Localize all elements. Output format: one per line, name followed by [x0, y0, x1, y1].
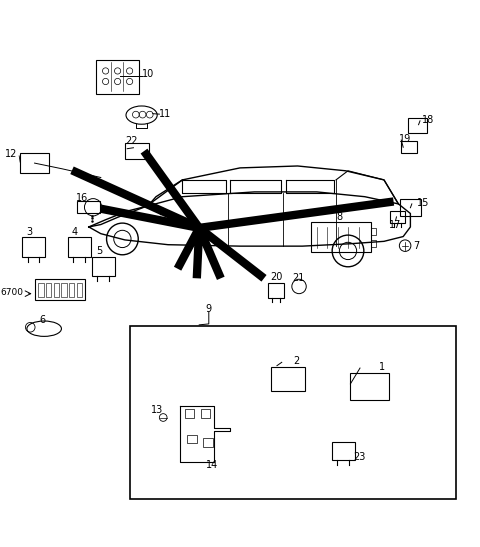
Bar [408, 118, 427, 133]
Bar [371, 228, 376, 235]
Bar [20, 153, 49, 173]
Bar [187, 435, 197, 444]
Bar [350, 373, 389, 399]
Text: 9: 9 [205, 305, 212, 315]
Text: 14: 14 [206, 461, 219, 470]
Bar [22, 237, 45, 257]
Text: 16: 16 [76, 193, 88, 202]
Bar [130, 327, 456, 499]
Bar [54, 283, 59, 296]
Text: 20: 20 [270, 272, 283, 282]
Text: 1: 1 [379, 362, 385, 372]
Bar [35, 279, 85, 300]
Text: 8: 8 [336, 212, 342, 222]
Bar [268, 283, 284, 298]
Bar [401, 141, 417, 153]
Bar [46, 283, 51, 296]
Bar [399, 199, 421, 216]
Bar [125, 143, 149, 159]
Bar [311, 222, 371, 252]
Text: 17: 17 [389, 220, 401, 230]
Bar [185, 409, 194, 418]
Bar [203, 438, 213, 447]
Text: 18: 18 [422, 115, 435, 125]
Bar [77, 283, 82, 296]
Text: 22: 22 [125, 136, 137, 146]
Text: 6: 6 [39, 315, 46, 325]
Bar [92, 257, 115, 276]
Bar [201, 409, 210, 418]
Text: 21: 21 [292, 274, 305, 283]
Text: 12: 12 [5, 149, 17, 160]
Bar [332, 443, 355, 459]
Text: 11: 11 [159, 109, 172, 119]
Bar [61, 283, 67, 296]
Bar [390, 211, 405, 223]
Bar [271, 367, 305, 391]
Text: 6700: 6700 [0, 288, 24, 297]
Bar [68, 237, 91, 257]
Text: 4: 4 [72, 227, 78, 237]
Bar [69, 283, 74, 296]
Text: 7: 7 [413, 241, 419, 251]
Bar [96, 60, 139, 94]
Bar [371, 240, 376, 247]
Text: 5: 5 [96, 246, 102, 256]
Bar [38, 283, 44, 296]
Text: 19: 19 [399, 133, 412, 144]
Bar [77, 201, 100, 213]
Text: 23: 23 [353, 452, 365, 462]
Text: 3: 3 [26, 227, 33, 237]
Text: 10: 10 [142, 69, 154, 79]
Text: 15: 15 [417, 198, 429, 208]
Text: 13: 13 [151, 405, 163, 415]
Text: 2: 2 [293, 356, 299, 366]
